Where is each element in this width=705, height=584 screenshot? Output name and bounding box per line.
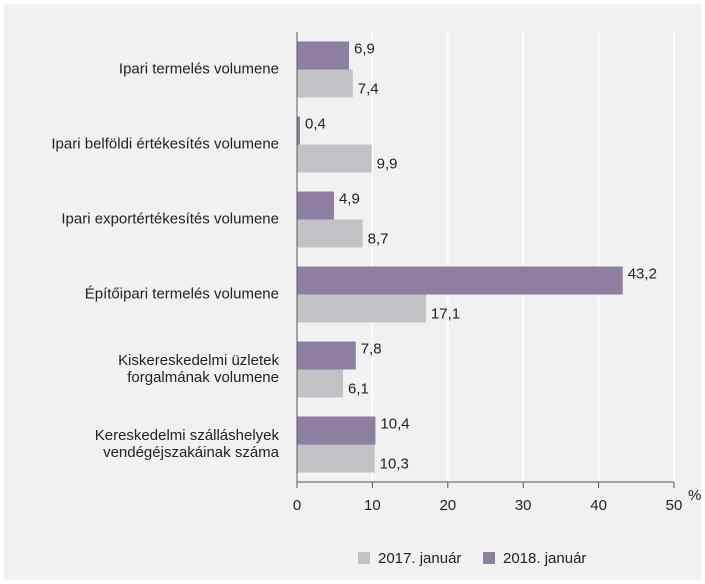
bar bbox=[297, 416, 376, 445]
value-label: 0,4 bbox=[305, 115, 326, 132]
bar bbox=[297, 294, 426, 323]
bar bbox=[297, 69, 353, 98]
value-label: 9,9 bbox=[377, 155, 398, 172]
y-tick-label: Kereskedelmi szálláshelyek vendégéjszakái… bbox=[95, 427, 280, 461]
bar bbox=[297, 341, 356, 370]
legend-label: 2017. január bbox=[378, 550, 461, 567]
value-label: 6,1 bbox=[348, 380, 369, 397]
x-tick-label: 50 bbox=[666, 497, 683, 514]
value-label: 43,2 bbox=[628, 265, 657, 282]
y-tick-label: Építőipari termelés volumene bbox=[85, 285, 279, 302]
y-tick-label: Kiskereskedelmi üzletek forgalmának volum… bbox=[118, 352, 279, 386]
value-label: 10,4 bbox=[380, 415, 409, 432]
y-tick-label: Ipari termelés volumene bbox=[119, 60, 279, 77]
x-tick-label: 30 bbox=[515, 497, 532, 514]
value-label: 8,7 bbox=[368, 230, 389, 247]
legend-swatch bbox=[358, 552, 370, 564]
bar bbox=[297, 144, 372, 173]
value-label: 17,1 bbox=[431, 305, 460, 322]
x-tick-label: 20 bbox=[439, 497, 456, 514]
value-label: 4,9 bbox=[339, 190, 360, 207]
y-tick-label: Ipari exportértékesítés volumene bbox=[61, 210, 279, 227]
x-tick-label: 40 bbox=[590, 497, 607, 514]
x-tick-label: 10 bbox=[364, 497, 381, 514]
y-tick-label: Ipari belföldi értékesítés volumene bbox=[51, 135, 279, 152]
bar bbox=[297, 41, 350, 70]
x-tick-label: 0 bbox=[293, 497, 301, 514]
legend-swatch bbox=[483, 552, 495, 564]
value-label: 10,3 bbox=[380, 455, 409, 472]
x-unit: % bbox=[688, 487, 701, 504]
bar bbox=[297, 191, 334, 220]
bar bbox=[297, 116, 301, 145]
bar bbox=[297, 444, 375, 473]
bar bbox=[297, 266, 623, 295]
value-label: 6,9 bbox=[354, 40, 375, 57]
value-label: 7,8 bbox=[361, 340, 382, 357]
bar bbox=[297, 219, 363, 248]
value-label: 7,4 bbox=[358, 80, 379, 97]
bar bbox=[297, 369, 343, 398]
legend-label: 2018. január bbox=[503, 550, 586, 567]
